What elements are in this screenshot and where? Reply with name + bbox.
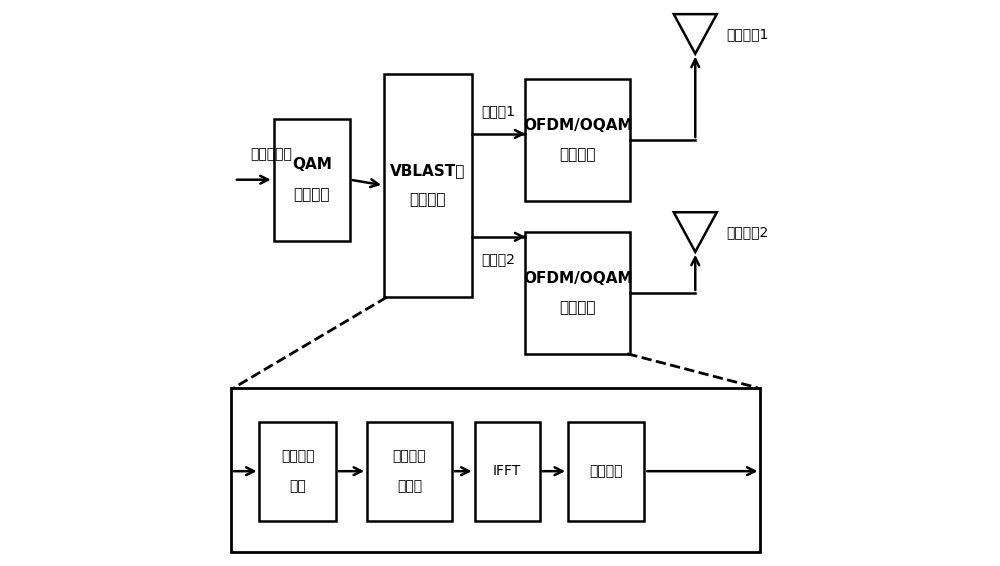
Text: IFFT: IFFT [493, 464, 521, 478]
Bar [231, 388, 760, 552]
Text: 天线端口2: 天线端口2 [726, 225, 769, 239]
Text: 序列: 序列 [289, 479, 306, 493]
Bar [525, 79, 630, 201]
Text: OFDM/OQAM: OFDM/OQAM [523, 118, 633, 133]
Text: 数据流2: 数据流2 [482, 252, 516, 267]
Text: 成型滤波: 成型滤波 [589, 464, 623, 478]
Text: 调制方式: 调制方式 [560, 300, 596, 315]
Text: 串行数据流: 串行数据流 [250, 147, 292, 161]
Bar [384, 74, 472, 297]
Text: 添加导频: 添加导频 [281, 449, 314, 464]
Text: 调制方式: 调制方式 [560, 147, 596, 162]
Bar [259, 422, 336, 521]
Text: 调制方式: 调制方式 [294, 187, 330, 202]
Text: 发射结构: 发射结构 [410, 192, 446, 208]
Bar [367, 422, 452, 521]
Text: QAM: QAM [292, 157, 332, 173]
Bar [568, 422, 644, 521]
Text: 位映射: 位映射 [397, 479, 422, 493]
Text: 天线端口1: 天线端口1 [726, 27, 769, 41]
Text: OFDM/OQAM: OFDM/OQAM [523, 271, 633, 286]
Bar [274, 119, 350, 241]
Text: 正交化相: 正交化相 [393, 449, 426, 464]
Bar [525, 232, 630, 354]
Text: 数据流1: 数据流1 [482, 104, 516, 118]
Bar [475, 422, 540, 521]
Text: VBLAST的: VBLAST的 [390, 163, 466, 178]
